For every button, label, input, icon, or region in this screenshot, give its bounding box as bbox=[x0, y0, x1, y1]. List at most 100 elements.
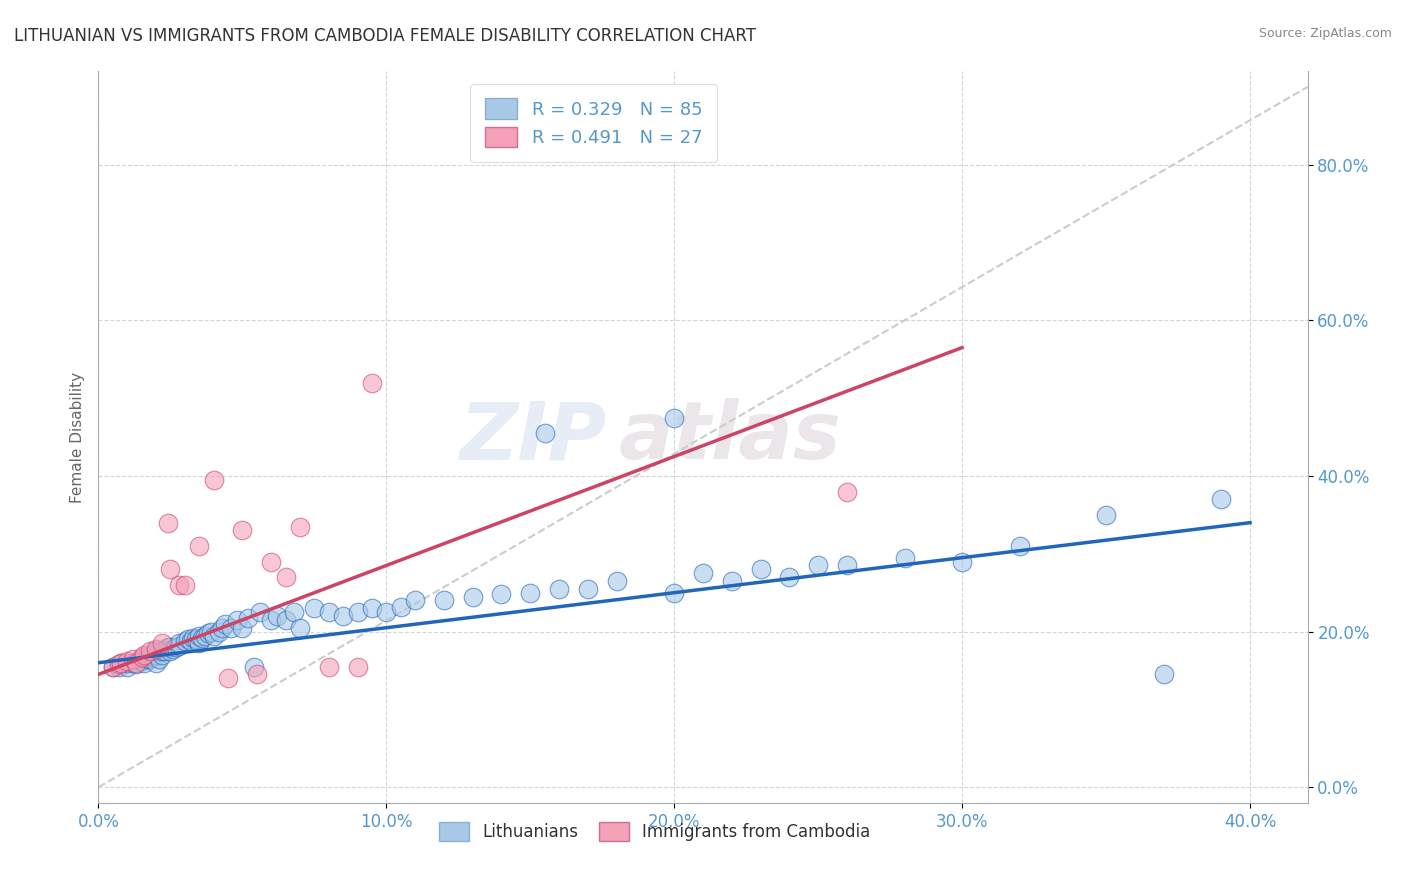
Point bbox=[150, 648, 173, 662]
Point bbox=[167, 639, 190, 653]
Point bbox=[519, 585, 541, 599]
Point bbox=[231, 621, 253, 635]
Point bbox=[304, 601, 326, 615]
Point bbox=[159, 644, 181, 658]
Point bbox=[208, 624, 231, 639]
Point bbox=[548, 582, 571, 596]
Point bbox=[142, 649, 165, 664]
Point bbox=[266, 609, 288, 624]
Point bbox=[318, 659, 340, 673]
Point bbox=[180, 634, 202, 648]
Point bbox=[188, 628, 211, 642]
Point bbox=[533, 426, 555, 441]
Point bbox=[194, 628, 217, 642]
Point bbox=[346, 605, 368, 619]
Point bbox=[107, 657, 129, 672]
Point bbox=[283, 605, 305, 619]
Point bbox=[159, 640, 181, 655]
Point bbox=[173, 578, 195, 592]
Point bbox=[167, 578, 190, 592]
Point bbox=[692, 566, 714, 581]
Point bbox=[246, 667, 269, 681]
Point bbox=[236, 610, 259, 624]
Point bbox=[260, 613, 283, 627]
Point bbox=[720, 574, 742, 588]
Point bbox=[404, 593, 426, 607]
Text: Source: ZipAtlas.com: Source: ZipAtlas.com bbox=[1258, 27, 1392, 40]
Point bbox=[433, 593, 456, 607]
Point bbox=[145, 656, 167, 670]
Point bbox=[188, 636, 211, 650]
Point bbox=[110, 656, 132, 670]
Point bbox=[156, 516, 179, 530]
Point bbox=[139, 648, 162, 662]
Point bbox=[807, 558, 830, 573]
Point bbox=[749, 562, 772, 576]
Point bbox=[131, 649, 153, 664]
Point bbox=[202, 473, 225, 487]
Point bbox=[176, 632, 198, 647]
Point bbox=[162, 641, 184, 656]
Point bbox=[778, 570, 800, 584]
Point bbox=[1095, 508, 1118, 522]
Text: atlas: atlas bbox=[619, 398, 841, 476]
Point bbox=[835, 558, 858, 573]
Point bbox=[125, 656, 148, 670]
Point bbox=[664, 585, 686, 599]
Point bbox=[148, 644, 170, 658]
Legend: Lithuanians, Immigrants from Cambodia: Lithuanians, Immigrants from Cambodia bbox=[430, 814, 879, 849]
Point bbox=[115, 654, 138, 668]
Point bbox=[274, 570, 297, 584]
Point bbox=[835, 484, 858, 499]
Point bbox=[183, 631, 205, 645]
Point bbox=[110, 656, 132, 670]
Point bbox=[173, 634, 195, 648]
Text: ZIP: ZIP bbox=[458, 398, 606, 476]
Point bbox=[274, 613, 297, 627]
Point bbox=[122, 656, 145, 670]
Point bbox=[150, 644, 173, 658]
Point bbox=[101, 659, 124, 673]
Point bbox=[217, 671, 239, 685]
Point bbox=[122, 652, 145, 666]
Point bbox=[134, 648, 156, 662]
Point bbox=[389, 599, 412, 614]
Point bbox=[156, 640, 179, 655]
Point bbox=[211, 621, 233, 635]
Point bbox=[950, 555, 973, 569]
Point bbox=[139, 644, 162, 658]
Point bbox=[606, 574, 628, 588]
Point bbox=[131, 652, 153, 666]
Point bbox=[491, 587, 513, 601]
Point bbox=[197, 626, 219, 640]
Text: LITHUANIAN VS IMMIGRANTS FROM CAMBODIA FEMALE DISABILITY CORRELATION CHART: LITHUANIAN VS IMMIGRANTS FROM CAMBODIA F… bbox=[14, 27, 756, 45]
Point bbox=[214, 616, 236, 631]
Point bbox=[165, 640, 187, 655]
Point bbox=[249, 605, 271, 619]
Point bbox=[318, 605, 340, 619]
Point bbox=[1153, 667, 1175, 681]
Point bbox=[145, 641, 167, 656]
Point bbox=[188, 539, 211, 553]
Point bbox=[148, 652, 170, 666]
Point bbox=[115, 656, 138, 670]
Point bbox=[134, 656, 156, 670]
Point bbox=[159, 562, 181, 576]
Point bbox=[361, 601, 384, 615]
Point bbox=[346, 659, 368, 673]
Point bbox=[191, 631, 214, 645]
Point bbox=[115, 659, 138, 673]
Point bbox=[332, 609, 354, 624]
Point bbox=[186, 632, 208, 647]
Point bbox=[243, 659, 266, 673]
Point bbox=[200, 624, 222, 639]
Point bbox=[664, 410, 686, 425]
Point bbox=[202, 628, 225, 642]
Point bbox=[150, 636, 173, 650]
Point bbox=[131, 654, 153, 668]
Point bbox=[288, 519, 311, 533]
Point bbox=[139, 652, 162, 666]
Point bbox=[231, 524, 253, 538]
Point bbox=[107, 659, 129, 673]
Point bbox=[219, 621, 242, 635]
